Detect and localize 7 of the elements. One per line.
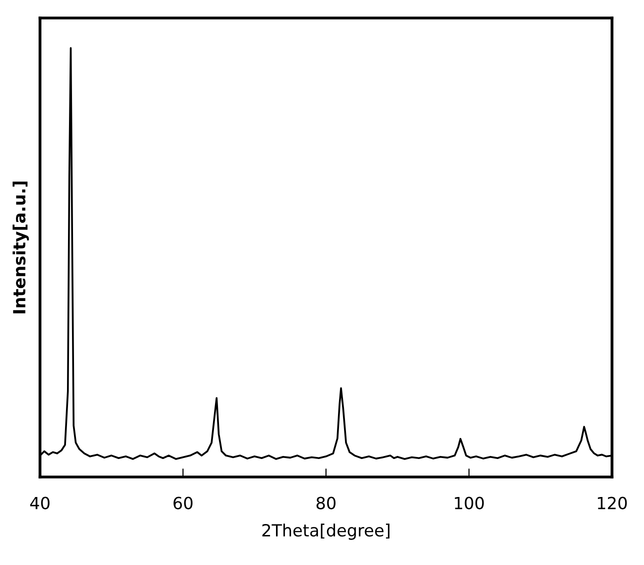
x-axis-title: 2Theta[degree] <box>262 524 390 540</box>
x-tick-label: 80 <box>316 496 336 510</box>
y-axis-title: Intensity[a.u.] <box>12 182 29 314</box>
x-tick-label: 60 <box>174 496 192 510</box>
x-tick-label: 120 <box>598 496 627 510</box>
x-tick-label: 40 <box>30 496 50 510</box>
x-tick-label: 100 <box>454 496 484 510</box>
